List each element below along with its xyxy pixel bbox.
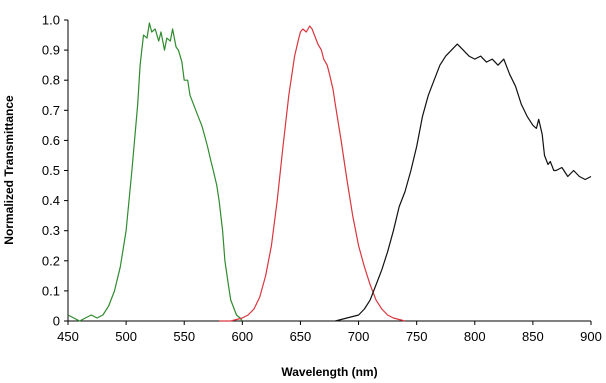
- y-tick-label: 0.5: [42, 163, 60, 178]
- x-tick-label: 900: [580, 329, 602, 344]
- y-tick-label: 0: [53, 314, 60, 329]
- series-group: [67, 22, 592, 322]
- y-tick-label: 0.1: [42, 283, 60, 298]
- axes: [67, 20, 591, 322]
- y-tick-label: 0.2: [42, 253, 60, 268]
- x-ticks: 450 500 550 600 650 700 750 800 850 900: [57, 321, 602, 344]
- y-axis-title: Normalized Transmittance: [2, 95, 16, 245]
- series-line-2: [219, 25, 406, 322]
- x-axis-title: Wavelength (nm): [281, 365, 377, 379]
- x-tick-label: 600: [231, 329, 253, 344]
- x-tick-label: 800: [464, 329, 486, 344]
- x-tick-label: 850: [522, 329, 544, 344]
- x-tick-label: 550: [173, 329, 195, 344]
- y-tick-label: 0.8: [42, 73, 60, 88]
- y-tick-label: 0.9: [42, 43, 60, 58]
- y-tick-label: 0.3: [42, 223, 60, 238]
- x-tick-label: 450: [57, 329, 79, 344]
- y-tick-label: 1.0: [42, 13, 60, 28]
- x-tick-label: 650: [290, 329, 312, 344]
- series-line-3: [335, 43, 592, 322]
- y-tick-label: 0.7: [42, 103, 60, 118]
- y-tick-label: 0.6: [42, 133, 60, 148]
- x-tick-label: 750: [406, 329, 428, 344]
- series-line-1: [67, 22, 243, 322]
- y-ticks: 0 0.1 0.2 0.3 0.4 0.5 0.6 0.7 0.8 0.9 1.0: [42, 13, 68, 329]
- y-tick-label: 0.4: [42, 193, 60, 208]
- x-tick-label: 700: [348, 329, 370, 344]
- x-tick-label: 500: [115, 329, 137, 344]
